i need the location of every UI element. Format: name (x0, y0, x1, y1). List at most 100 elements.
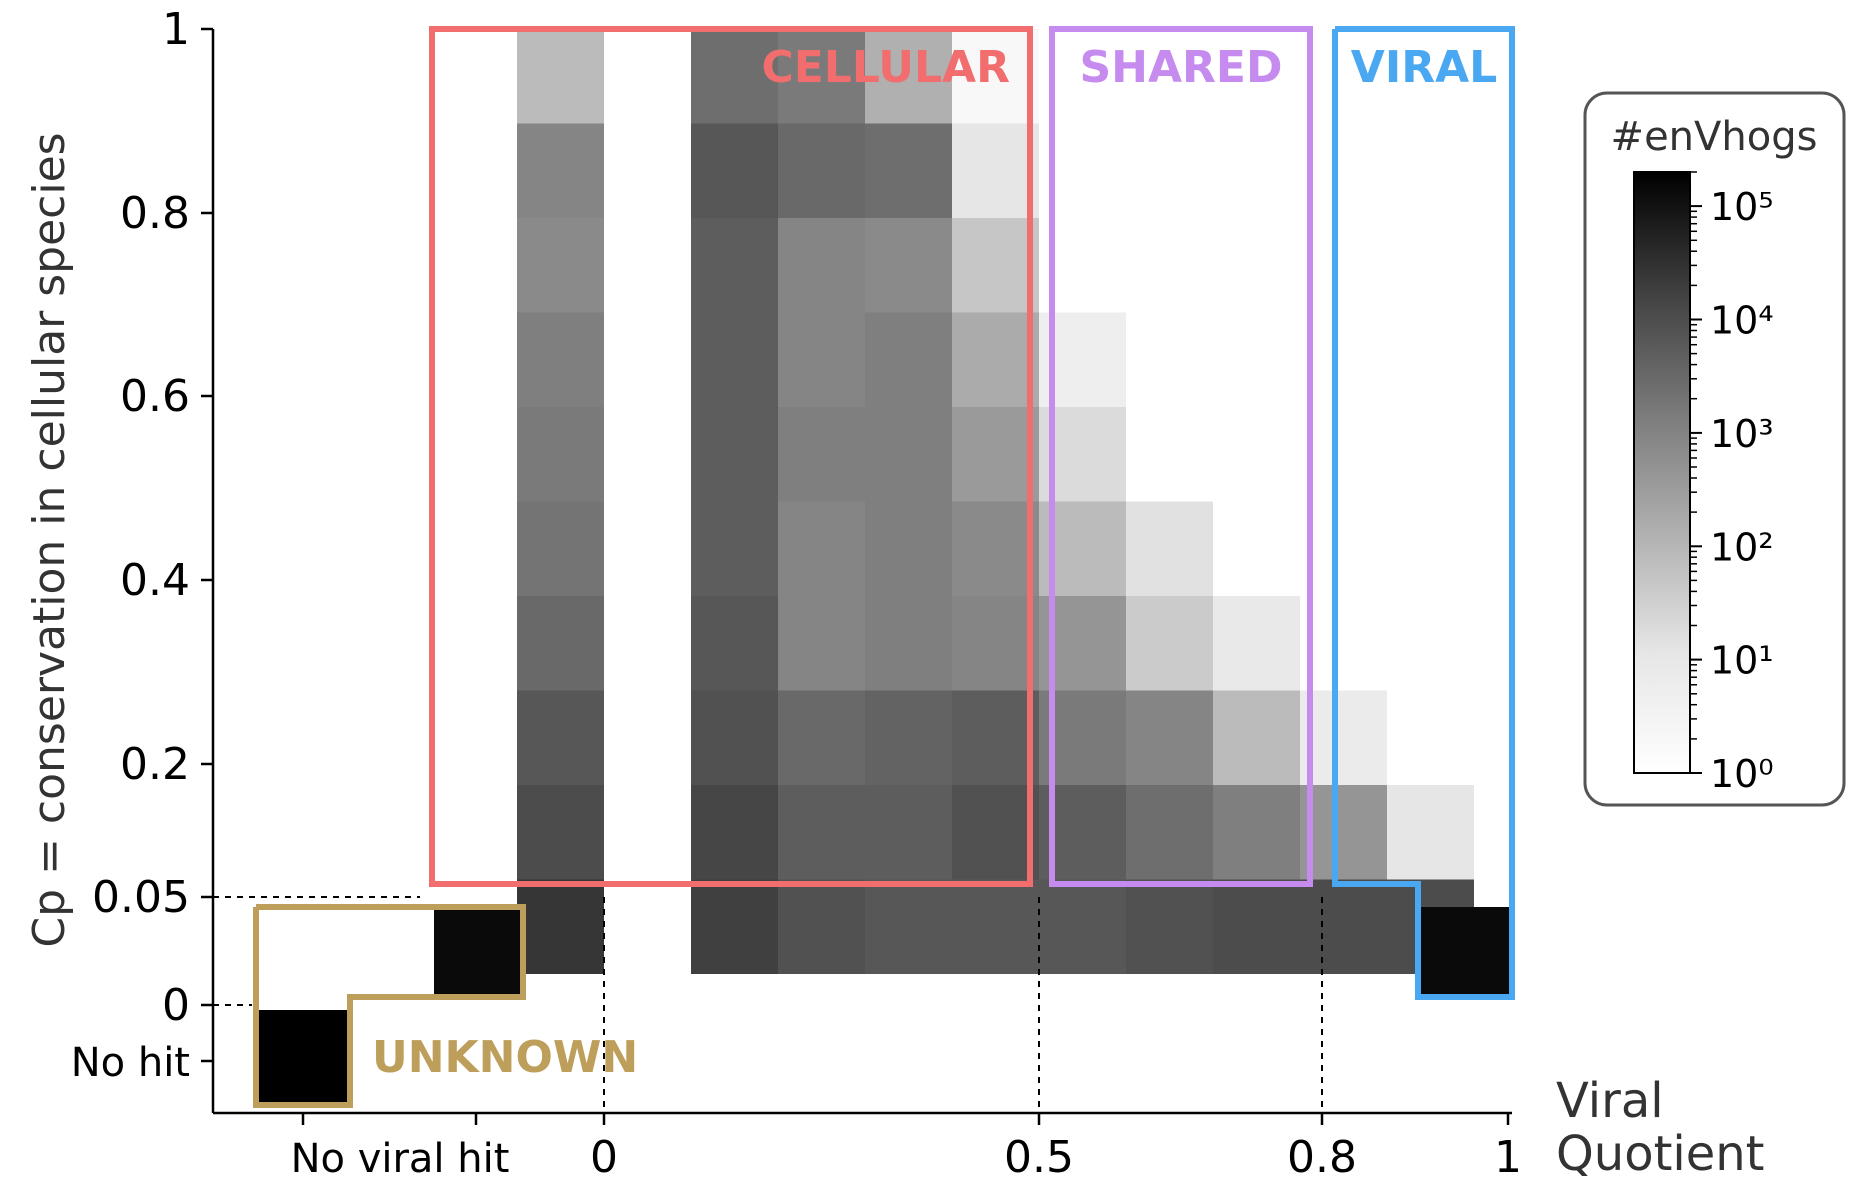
heatmap-cell (517, 785, 604, 880)
heatmap-cell (778, 407, 865, 502)
heatmap-cell (1126, 596, 1213, 691)
heatmap-cell (517, 312, 604, 407)
heatmap-cell (778, 501, 865, 596)
colorbar-tick-label: 10⁴ (1710, 299, 1774, 343)
heatmap-cell (778, 123, 865, 218)
colorbar-tick-label: 10¹ (1710, 639, 1774, 683)
heatmap-cell (865, 785, 952, 880)
x-tick-label: No viral hit (291, 1136, 510, 1182)
colorbar-legend: #enVhogs 10⁵ 10⁴ 10³ 10² 10¹ 10⁰ (1583, 91, 1846, 807)
heatmap-cell (778, 29, 865, 124)
heatmap-cell (1387, 785, 1474, 880)
heatmap-cell (1300, 690, 1387, 785)
heatmap-cell (952, 596, 1039, 691)
x-tick-label: 0 (590, 1132, 618, 1183)
heatmap-cell (691, 29, 778, 124)
heatmap-cell (778, 879, 865, 974)
heatmap-cell (1126, 785, 1213, 880)
heatmap-cells (517, 29, 1474, 974)
heatmap-cell (952, 123, 1039, 218)
heatmap-cell (778, 596, 865, 691)
heatmap-cell (778, 785, 865, 880)
guide-lines (213, 896, 1323, 1113)
heatmap-cell (952, 312, 1039, 407)
heatmap-cell (1213, 690, 1300, 785)
heatmap-cell (691, 785, 778, 880)
heatmap-cell (517, 407, 604, 502)
x-axis-label-line-1: Viral (1556, 1073, 1664, 1129)
heatmap-cell (691, 596, 778, 691)
heatmap-cell (865, 218, 952, 313)
heatmap-cell (865, 407, 952, 502)
heatmap-cell (865, 312, 952, 407)
heatmap-cell (1126, 879, 1213, 974)
heatmap-cell (517, 596, 604, 691)
heatmap-cell (1300, 879, 1387, 974)
heatmap-cell (865, 123, 952, 218)
heatmap-cell (1213, 785, 1300, 880)
heatmap-cell (865, 690, 952, 785)
heatmap-cell (778, 312, 865, 407)
y-axis-label: Cp = conservation in cellular species (24, 132, 75, 947)
shared-region-box (1049, 26, 1313, 887)
x-tick-label: 0.5 (1004, 1132, 1074, 1183)
heatmap-cell (1300, 785, 1387, 880)
heatmap-cell (517, 29, 604, 124)
region-outlines (253, 26, 1515, 1108)
y-tick-label: 0.2 (120, 739, 190, 790)
heatmap-cell (865, 879, 952, 974)
y-tick-label: 0.4 (120, 555, 190, 606)
unknown-region-box (253, 904, 526, 1108)
special-cell (258, 1010, 348, 1103)
y-tick-label: 1 (162, 4, 190, 55)
heatmap-cell (691, 407, 778, 502)
heatmap-cell (1126, 690, 1213, 785)
heatmap-cell (691, 312, 778, 407)
heatmap-cell (952, 501, 1039, 596)
viral-region-label: VIRAL (1351, 42, 1497, 93)
colorbar-title: #enVhogs (1611, 114, 1818, 160)
heatmap-cell (517, 690, 604, 785)
heatmap-cell (691, 218, 778, 313)
heatmap-cell (517, 879, 604, 974)
cellular-region-box (429, 26, 1033, 887)
special-cells (258, 907, 1509, 1103)
colorbar-tick-label: 10³ (1710, 412, 1774, 456)
x-tick-label: 1 (1494, 1132, 1522, 1183)
y-tick-label: 0.05 (92, 872, 190, 923)
heatmap-cell (952, 690, 1039, 785)
unknown-region-label: UNKNOWN (372, 1032, 638, 1083)
colorbar-tick-label: 10² (1710, 525, 1774, 569)
heatmap-cell (952, 218, 1039, 313)
heatmap-cell (517, 218, 604, 313)
cellular-region-label: CELLULAR (761, 42, 1010, 93)
colorbar-tick-label: 10⁰ (1710, 752, 1774, 796)
heatmap-cell (952, 785, 1039, 880)
viral-region-box (1332, 26, 1515, 1000)
heatmap-cell (1213, 596, 1300, 691)
heatmap-cell (865, 501, 952, 596)
heatmap-cell (865, 29, 952, 124)
heatmap-cell (778, 690, 865, 785)
heatmap-cell (691, 690, 778, 785)
colorbar-ticks: 10⁵ 10⁴ 10³ 10² 10¹ 10⁰ (1690, 171, 1774, 796)
shared-region-label: SHARED (1079, 42, 1282, 93)
colorbar-gradient (1633, 171, 1691, 774)
heatmap-cell (517, 123, 604, 218)
heatmap-cell (517, 501, 604, 596)
heatmap-cell (1126, 501, 1213, 596)
y-tick-label: 0.6 (120, 371, 190, 422)
heatmap-cell (691, 123, 778, 218)
special-cell (434, 908, 520, 994)
heatmap-cell (1213, 879, 1300, 974)
y-tick-label: No hit (71, 1040, 190, 1086)
axes (211, 29, 1512, 1115)
heatmap-cell (865, 596, 952, 691)
x-ticks: No viral hit 0 0.5 0.8 1 (291, 1113, 1522, 1183)
heatmap-cell (952, 879, 1039, 974)
x-axis-label-line-2: Quotient (1556, 1126, 1765, 1182)
heatmap-cell (1039, 879, 1126, 974)
y-tick-label: 0 (162, 980, 190, 1031)
x-tick-label: 0.8 (1287, 1132, 1357, 1183)
